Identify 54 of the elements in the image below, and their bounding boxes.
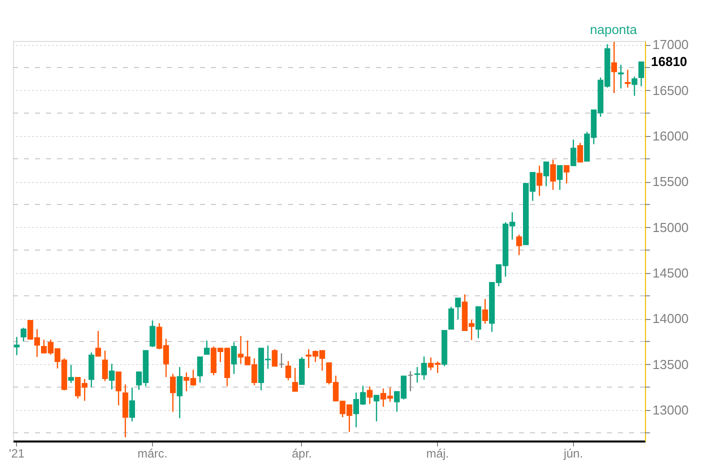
- candlestick: [366, 386, 373, 405]
- candlestick: [618, 64, 624, 90]
- candlestick: [455, 297, 461, 320]
- candlestick: [536, 165, 542, 196]
- candlestick: [516, 234, 522, 256]
- candlestick: [176, 366, 183, 419]
- y-tick-label: 16500: [652, 82, 689, 98]
- candlestick: [611, 41, 617, 94]
- y-tick-label: 13000: [652, 402, 689, 418]
- candlestick: [624, 69, 631, 88]
- text: 16810: [651, 54, 688, 69]
- candlestick: [543, 161, 550, 187]
- candlestick: [272, 348, 278, 367]
- candlestick: [285, 360, 292, 381]
- candlestick: [95, 330, 102, 358]
- candlestick: [278, 352, 284, 369]
- candlestick: [374, 394, 380, 422]
- candlestick: [170, 373, 176, 412]
- y-tick-label: 15500: [652, 174, 689, 190]
- x-tick-label: '21: [8, 446, 25, 460]
- y-tick-label: 16000: [652, 128, 689, 144]
- y-tick-label: 13500: [652, 356, 689, 372]
- candlestick: [564, 164, 570, 184]
- candlestick: [556, 165, 563, 190]
- candlestick: [204, 340, 210, 355]
- candlestick: [550, 159, 556, 190]
- y-tick-label: 15000: [652, 220, 689, 235]
- candlestick: [570, 139, 576, 166]
- candlestick: [632, 76, 638, 96]
- candlestick: [14, 336, 20, 356]
- candlestick: [129, 386, 136, 422]
- y-tick-label: 14000: [652, 311, 689, 326]
- candlestick: [292, 367, 298, 392]
- candlestick: [231, 342, 237, 374]
- candlestick: [448, 306, 454, 330]
- candlestick: [475, 306, 482, 339]
- x-tick-label: máj.: [426, 446, 449, 460]
- candlestick: [20, 327, 26, 342]
- candlestick: [197, 356, 203, 384]
- candlestick: [108, 363, 115, 390]
- x-tick-label: ápr.: [292, 446, 312, 460]
- candlestick: [482, 298, 488, 324]
- x-tick-label: jún.: [562, 446, 584, 460]
- candlestick: [116, 371, 122, 406]
- candlestick: [638, 61, 644, 87]
- x-tick-label: márc.: [138, 446, 168, 460]
- candlestick: [102, 350, 108, 382]
- candlestick: [68, 364, 74, 384]
- text: naponta: [590, 22, 638, 37]
- candlestick: [150, 320, 156, 348]
- candlestick: [577, 142, 584, 163]
- candlestick: [408, 370, 414, 392]
- y-tick-label: 14500: [652, 265, 689, 280]
- y-tick-label: 17000: [652, 37, 689, 52]
